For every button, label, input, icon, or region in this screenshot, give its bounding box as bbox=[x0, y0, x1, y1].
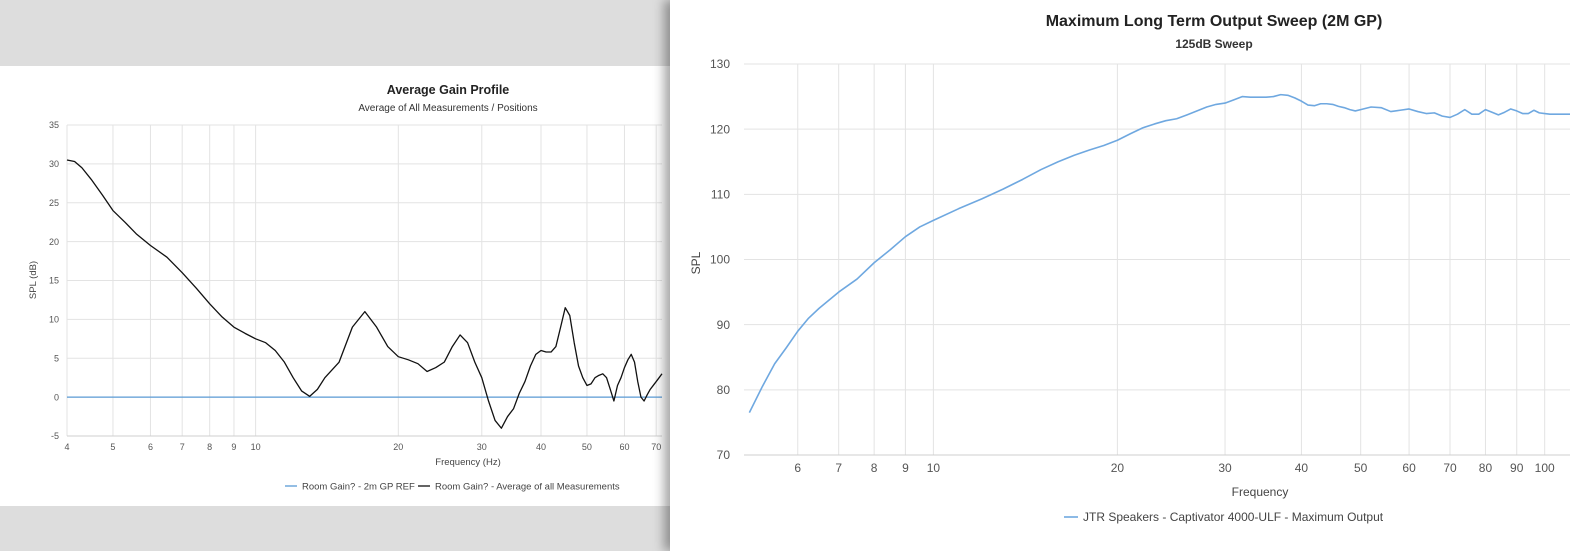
sweep-legend[interactable]: JTR Speakers - Captivator 4000-ULF - Max… bbox=[1064, 510, 1384, 524]
gain-chart: Average Gain Profile Average of All Meas… bbox=[28, 83, 663, 492]
gain-legend-item[interactable]: Room Gain? - 2m GP REF bbox=[285, 481, 415, 492]
sweep-chart: Maximum Long Term Output Sweep (2M GP) 1… bbox=[689, 13, 1570, 524]
gain-x-tick-label: 8 bbox=[207, 442, 212, 452]
gain-legend[interactable]: Room Gain? - 2m GP REF Room Gain? - Avera… bbox=[285, 481, 620, 492]
sweep-y-axis-label: SPL bbox=[689, 251, 703, 274]
gain-ticks: 4 5 6 7 8 9 10 20 30 40 50 60 70 -5 0 5 10 15 20 25 30 35 bbox=[49, 120, 661, 452]
gain-y-tick-label: 10 bbox=[49, 315, 59, 325]
gain-y-tick-label: 15 bbox=[49, 276, 59, 286]
gain-x-tick-label: 40 bbox=[536, 442, 546, 452]
sweep-grid bbox=[744, 63, 1570, 456]
gain-x-tick-label: 10 bbox=[251, 442, 261, 452]
sweep-x-tick-label: 9 bbox=[902, 461, 909, 475]
sweep-legend-label: JTR Speakers - Captivator 4000-ULF - Max… bbox=[1083, 510, 1384, 524]
gain-x-tick-label: 4 bbox=[64, 442, 69, 452]
sweep-x-tick-label: 50 bbox=[1354, 461, 1368, 475]
gain-y-tick-label: 30 bbox=[49, 159, 59, 169]
sweep-x-tick-label: 6 bbox=[794, 461, 801, 475]
gain-x-tick-label: 7 bbox=[180, 442, 185, 452]
sweep-series-line-1 bbox=[748, 93, 1570, 413]
sweep-chart-panel: Maximum Long Term Output Sweep (2M GP) 1… bbox=[670, 0, 1589, 551]
sweep-y-tick-label: 90 bbox=[717, 318, 731, 332]
sweep-x-tick-label: 100 bbox=[1535, 461, 1555, 475]
gain-x-axis-label: Frequency (Hz) bbox=[435, 457, 500, 468]
sweep-x-axis-label: Frequency bbox=[1232, 485, 1289, 499]
sweep-y-tick-label: 70 bbox=[717, 448, 731, 462]
sweep-x-tick-label: 7 bbox=[835, 461, 842, 475]
gain-legend-label: Room Gain? - Average of all Measurements bbox=[435, 481, 620, 492]
sweep-y-tick-label: 130 bbox=[710, 57, 730, 71]
gain-x-tick-label: 70 bbox=[651, 442, 661, 452]
gain-x-tick-label: 5 bbox=[110, 442, 115, 452]
gain-x-tick-label: 60 bbox=[619, 442, 629, 452]
gain-series-line-2 bbox=[66, 159, 663, 429]
sweep-y-tick-label: 110 bbox=[711, 188, 730, 202]
gain-y-tick-label: 20 bbox=[49, 237, 59, 247]
sweep-x-tick-label: 40 bbox=[1295, 461, 1309, 475]
sweep-chart-title: Maximum Long Term Output Sweep (2M GP) bbox=[1046, 13, 1383, 30]
sweep-x-tick-label: 30 bbox=[1218, 461, 1232, 475]
gain-y-tick-label: 35 bbox=[49, 120, 59, 130]
gain-x-tick-label: 20 bbox=[393, 442, 403, 452]
gain-series bbox=[66, 159, 663, 429]
sweep-x-tick-label: 20 bbox=[1111, 461, 1125, 475]
gain-y-tick-label: 25 bbox=[49, 198, 59, 208]
gain-chart-title: Average Gain Profile bbox=[387, 83, 510, 97]
gain-x-tick-label: 50 bbox=[582, 442, 592, 452]
sweep-series bbox=[748, 93, 1570, 413]
gain-y-tick-label: 5 bbox=[54, 353, 59, 363]
sweep-ticks: 6 7 8 9 10 20 30 40 50 60 70 80 90 100 70 80 90 100 110 120… bbox=[710, 57, 1555, 475]
sweep-x-tick-label: 70 bbox=[1443, 461, 1457, 475]
sweep-x-tick-label: 10 bbox=[927, 461, 941, 475]
sweep-x-tick-label: 60 bbox=[1402, 461, 1416, 475]
gain-legend-label: Room Gain? - 2m GP REF bbox=[302, 481, 415, 492]
sweep-y-tick-label: 100 bbox=[710, 253, 730, 267]
gain-chart-panel: Average Gain Profile Average of All Meas… bbox=[0, 66, 672, 506]
gain-grid bbox=[66, 124, 662, 437]
sweep-chart-subtitle: 125dB Sweep bbox=[1175, 37, 1252, 51]
sweep-x-tick-label: 8 bbox=[871, 461, 878, 475]
gain-x-tick-label: 9 bbox=[231, 442, 236, 452]
gain-y-axis-label: SPL (dB) bbox=[28, 261, 39, 299]
gain-legend-item[interactable]: Room Gain? - Average of all Measurements bbox=[418, 481, 620, 492]
gain-y-tick-label: 0 bbox=[54, 392, 59, 402]
sweep-y-tick-label: 120 bbox=[710, 122, 730, 136]
sweep-x-tick-label: 90 bbox=[1510, 461, 1524, 475]
sweep-x-tick-label: 80 bbox=[1479, 461, 1493, 475]
gain-chart-subtitle: Average of All Measurements / Positions bbox=[358, 103, 537, 114]
gain-x-tick-label: 6 bbox=[148, 442, 153, 452]
sweep-y-tick-label: 80 bbox=[717, 383, 731, 397]
sweep-legend-item[interactable]: JTR Speakers - Captivator 4000-ULF - Max… bbox=[1064, 510, 1384, 524]
gain-x-tick-label: 30 bbox=[477, 442, 487, 452]
gain-y-tick-label: -5 bbox=[51, 431, 59, 441]
